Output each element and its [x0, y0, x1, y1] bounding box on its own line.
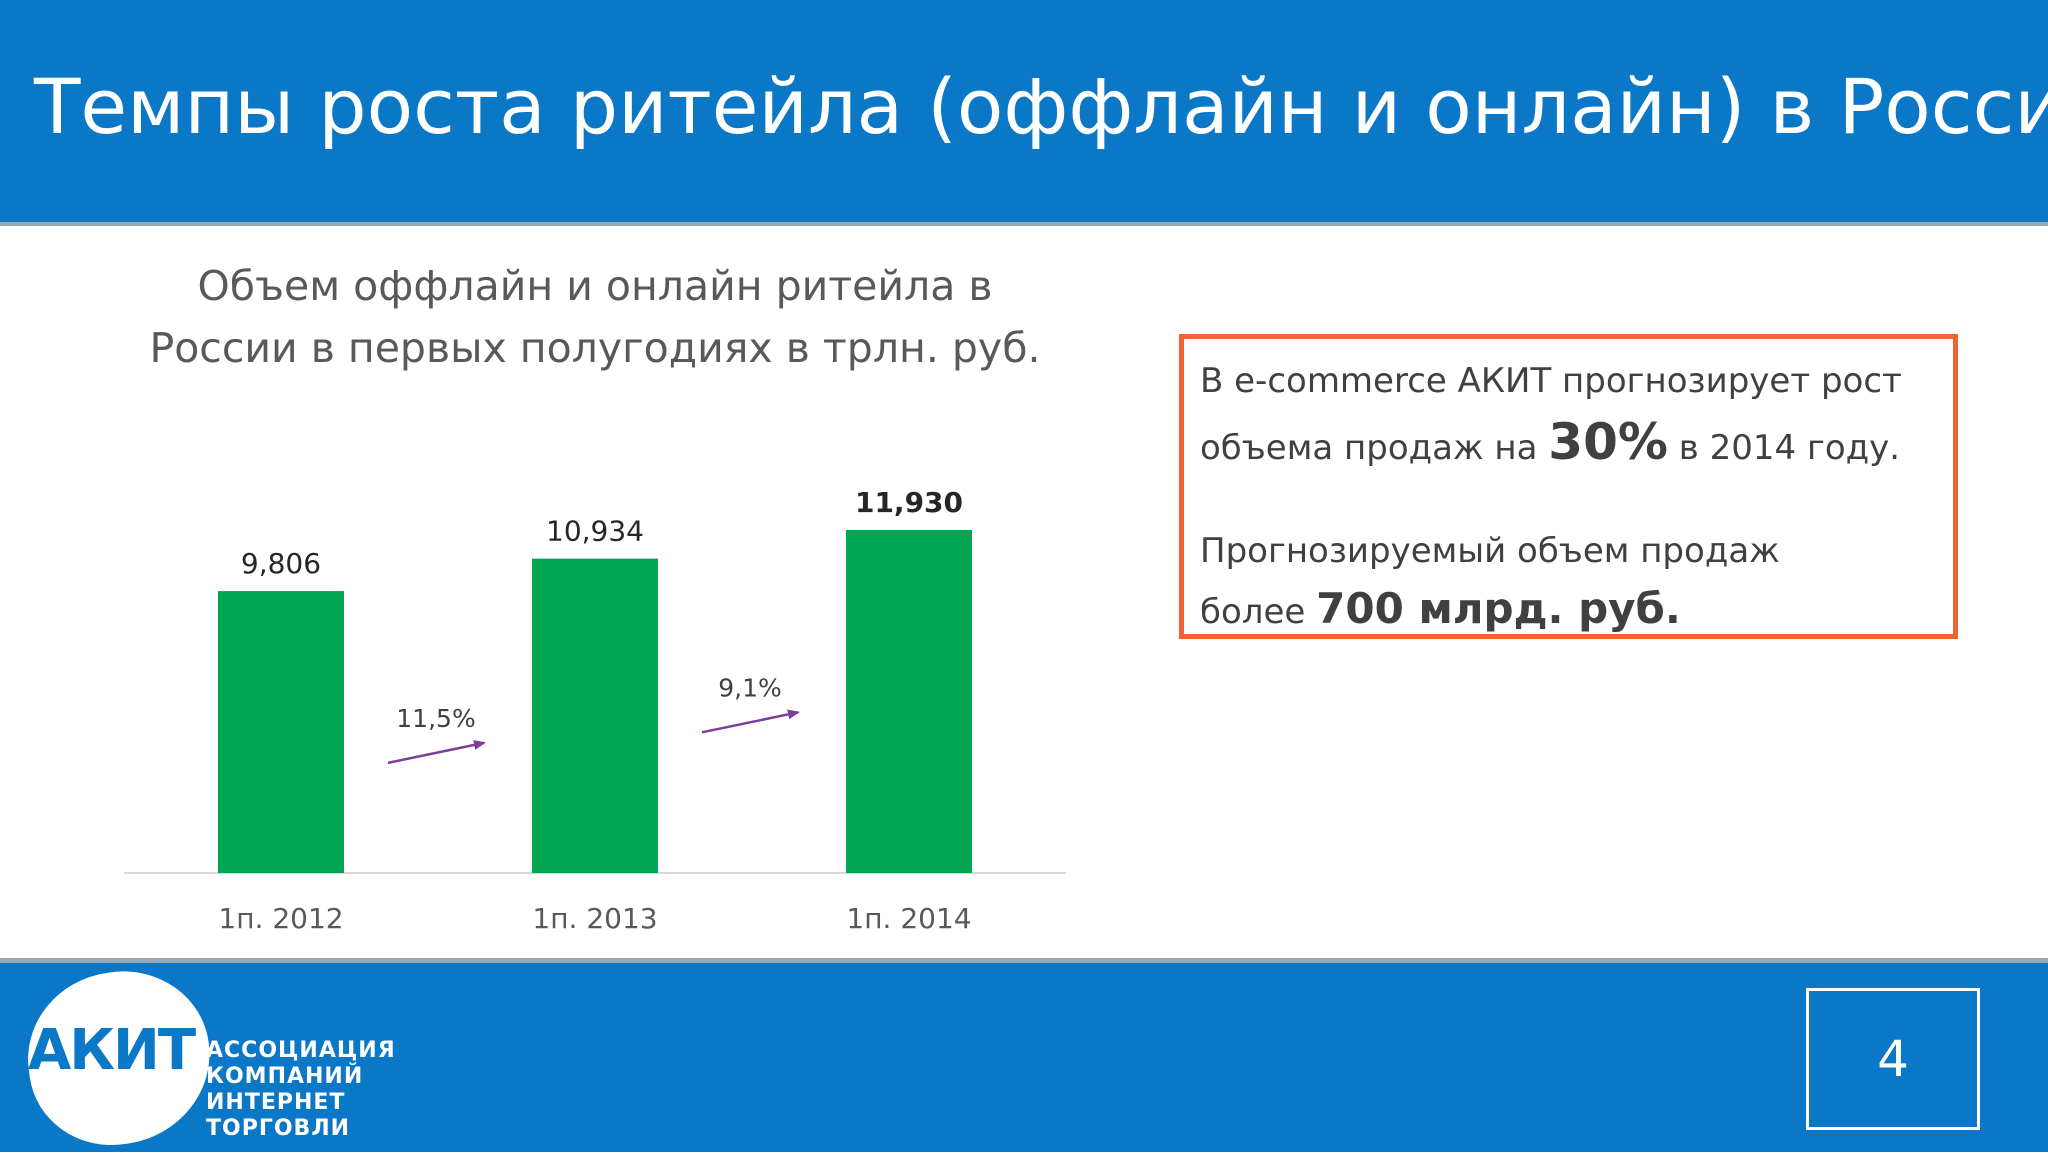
slide-title: Темпы роста ритейла (оффлайн и онлайн) в… [34, 62, 2048, 151]
footer-divider [0, 958, 2048, 963]
akit-logo: АКИТ [27, 1018, 196, 1083]
callout-line-2: объема продаж на 30% в 2014 году. [1200, 409, 1900, 481]
header-bar [0, 0, 2048, 222]
callout-line-4-pre: более [1200, 592, 1317, 632]
callout-volume-highlight: 700 млрд. руб. [1316, 584, 1681, 633]
bar [532, 558, 658, 873]
x-tick-label: 1п. 2012 [218, 902, 343, 935]
footer-bar [0, 963, 2048, 1152]
growth-arrow [387, 739, 486, 765]
callout-line-1: В e-commerce АКИТ прогнозирует рост [1200, 361, 1902, 401]
bar-value-label: 10,934 [546, 515, 644, 548]
growth-arrow [701, 709, 800, 734]
bar [846, 530, 972, 873]
callout-line-4: более 700 млрд. руб. [1200, 579, 1681, 642]
logo-caption-line: АССОЦИАЦИЯ [206, 1038, 396, 1063]
callout-line-2-post: в 2014 году. [1667, 428, 1901, 468]
logo-caption-line: КОМПАНИЙ [206, 1064, 364, 1089]
header-divider [0, 222, 2048, 226]
chart-title: Объем оффлайн и онлайн ритейла в России … [149, 262, 1041, 372]
bar-chart: 9,806 1п. 2012 10,934 1п. 2013 11,930 1п. 201… [124, 486, 1066, 935]
growth-label: 9,1% [718, 673, 782, 702]
callout-line-3: Прогнозируемый объем продаж [1200, 531, 1780, 571]
bar-value-label: 9,806 [241, 547, 321, 580]
logo-caption: АССОЦИАЦИЯ КОМПАНИЙ ИНТЕРНЕТ ТОРГОВЛИ [206, 1038, 396, 1142]
callout-line-2-pre: объема продаж на [1200, 428, 1549, 468]
bar [218, 591, 344, 873]
logo-caption-line: ИНТЕРНЕТ [206, 1090, 346, 1115]
forecast-callout: В e-commerce АКИТ прогнозирует рост объе… [1179, 334, 1958, 639]
growth-label: 11,5% [396, 704, 475, 733]
x-tick-label: 1п. 2014 [846, 902, 971, 935]
page-number: 4 [1806, 988, 1980, 1130]
callout-growth-highlight: 30% [1548, 413, 1668, 471]
logo-caption-line: ТОРГОВЛИ [206, 1116, 351, 1141]
bar-value-label: 11,930 [855, 486, 963, 519]
x-tick-label: 1п. 2013 [532, 902, 657, 935]
